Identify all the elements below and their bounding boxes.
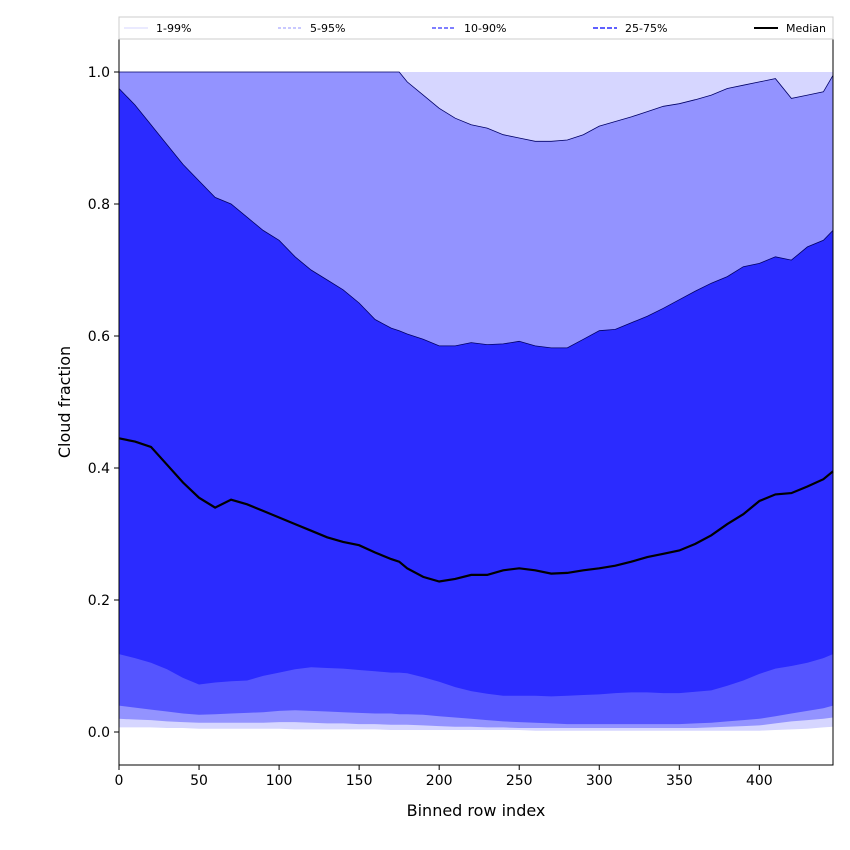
x-tick-label: 400 [746, 773, 773, 789]
x-tick-label: 200 [426, 773, 453, 789]
band-edge-5-95 [119, 71, 834, 142]
median-line [118, 437, 834, 583]
legend-box [118, 16, 834, 40]
x-axis: 0 50 100 150 200 250 300 350 400 [115, 765, 773, 789]
band-25-75 [119, 88, 833, 697]
y-axis-label: Cloud fraction [55, 346, 74, 458]
x-tick-label: 150 [346, 773, 373, 789]
bands-group [119, 72, 833, 731]
y-tick-label: 0.8 [88, 197, 110, 213]
y-tick-label: 1.0 [88, 65, 110, 81]
x-tick-label: 50 [190, 773, 208, 789]
legend-label-25-75: 25-75% [625, 22, 667, 35]
legend-label-1-99: 1-99% [156, 22, 191, 35]
x-axis-label: Binned row index [407, 801, 546, 820]
y-tick-label: 0.0 [88, 725, 110, 741]
x-tick-label: 100 [266, 773, 293, 789]
x-tick-label: 350 [666, 773, 693, 789]
x-tick-label: 250 [506, 773, 533, 789]
band-edge-10-90 [118, 88, 834, 349]
lines-group [118, 71, 834, 583]
x-tick-label: 0 [115, 773, 124, 789]
y-axis: 0.0 0.2 0.4 0.6 0.8 1.0 [88, 65, 119, 741]
x-tick-label: 300 [586, 773, 613, 789]
legend-label-median: Median [786, 22, 826, 35]
legend-label-10-90: 10-90% [464, 22, 506, 35]
y-tick-label: 0.4 [88, 461, 110, 477]
y-tick-label: 0.6 [88, 329, 110, 345]
legend-label-5-95: 5-95% [310, 22, 345, 35]
plot-area [118, 38, 834, 766]
legend: 1-99% 5-95% 10-90% 25-75% Median [118, 16, 834, 40]
y-tick-label: 0.2 [88, 593, 110, 609]
